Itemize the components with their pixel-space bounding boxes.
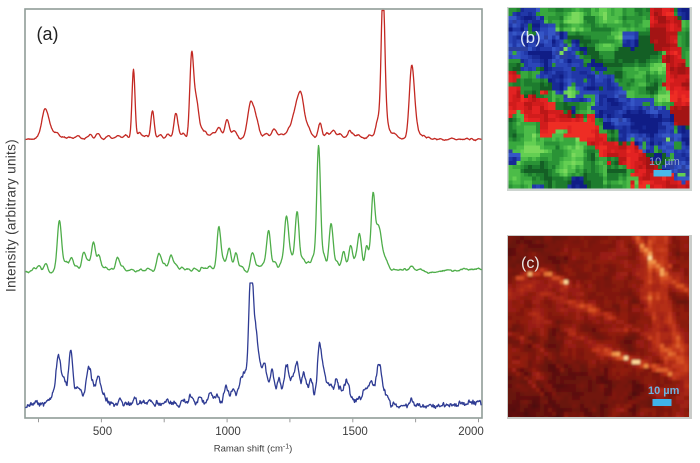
svg-text:10 µm: 10 µm — [648, 385, 680, 397]
svg-text:(c): (c) — [521, 255, 540, 272]
svg-text:1000: 1000 — [215, 426, 241, 438]
svg-text:(a): (a) — [37, 24, 59, 44]
svg-text:Raman shift (cm-1): Raman shift (cm-1) — [214, 444, 293, 455]
svg-text:1500: 1500 — [342, 426, 368, 438]
svg-text:(b): (b) — [520, 28, 541, 47]
svg-text:500: 500 — [93, 426, 112, 438]
svg-text:10 µm: 10 µm — [649, 156, 680, 168]
svg-text:Intensity (arbitrary units): Intensity (arbitrary units) — [4, 139, 19, 292]
svg-text:2000: 2000 — [458, 426, 484, 438]
